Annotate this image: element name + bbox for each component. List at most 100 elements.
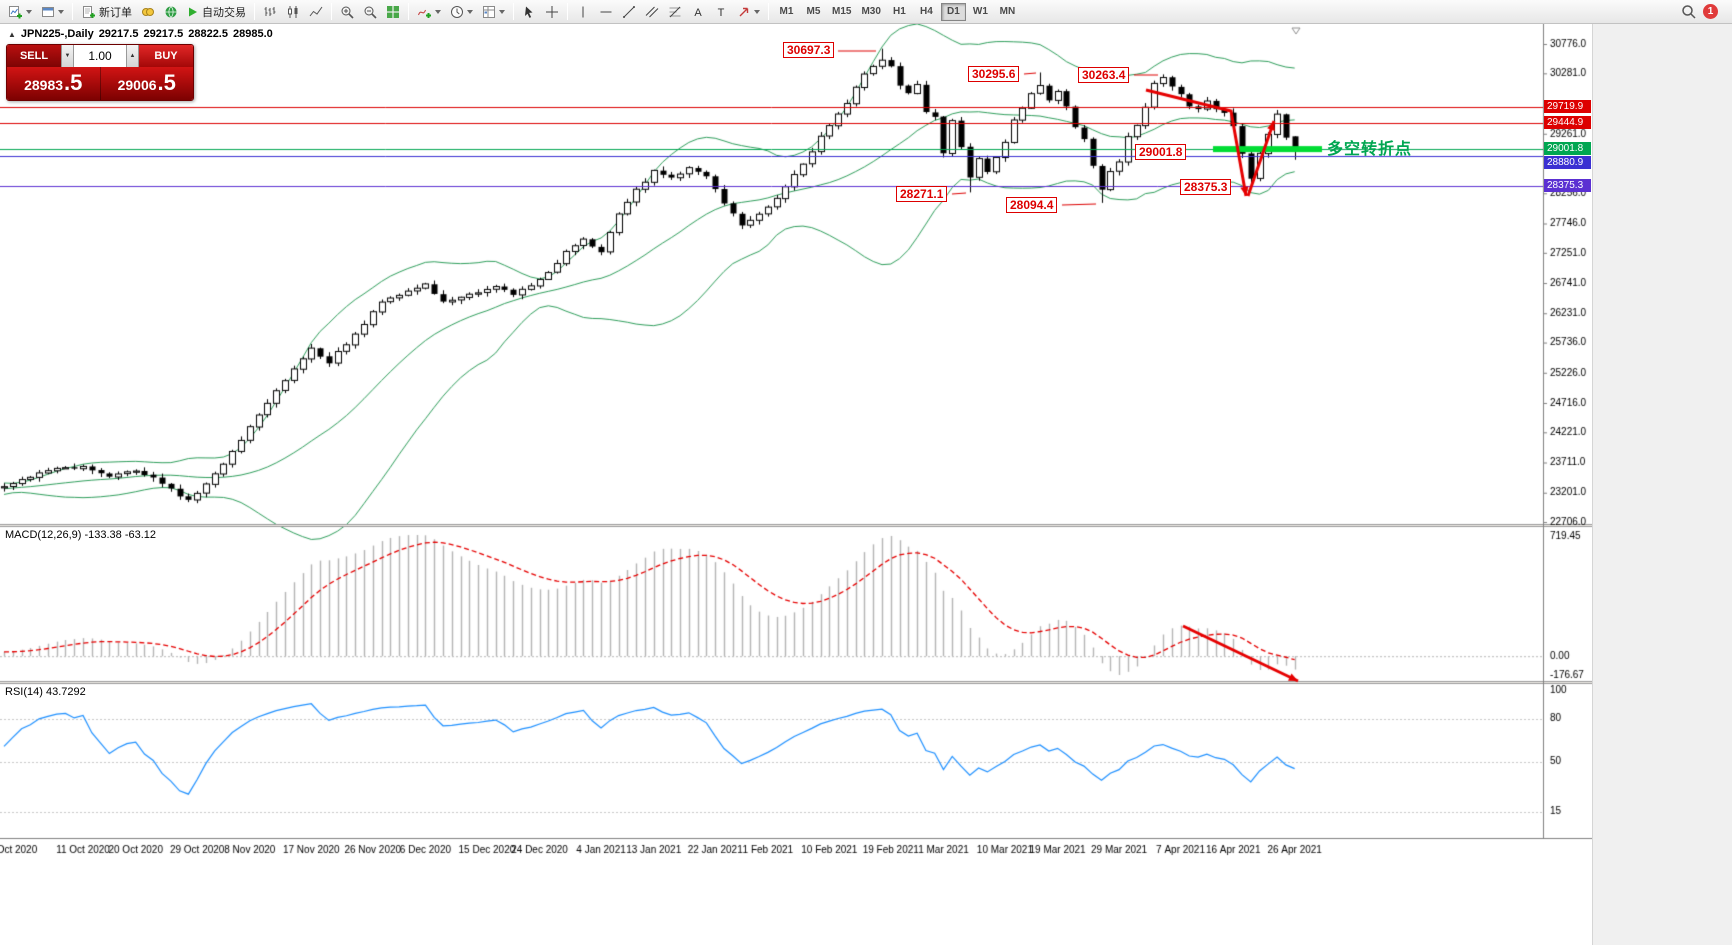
timeframe-mn[interactable]: MN bbox=[995, 3, 1020, 21]
channel-button[interactable] bbox=[641, 2, 663, 22]
trendline-icon bbox=[623, 5, 635, 18]
vertical-line-icon bbox=[582, 6, 584, 17]
vertical-line-button[interactable] bbox=[572, 2, 594, 22]
volume-input[interactable] bbox=[74, 45, 126, 67]
one-click-trading-panel: SELL ▼ ▲ BUY 28983.5 29006.5 bbox=[6, 44, 194, 101]
candlestick-chart-button[interactable] bbox=[282, 2, 304, 22]
svg-text:A: A bbox=[694, 7, 702, 19]
timeframe-m15[interactable]: M15 bbox=[828, 3, 855, 21]
timeframe-m1[interactable]: M1 bbox=[774, 3, 799, 21]
rsi-indicator-label: RSI(14) 43.7292 bbox=[5, 686, 86, 698]
price-callout[interactable]: 30295.6 bbox=[968, 66, 1020, 82]
axis-price-label: 28375.3 bbox=[1544, 179, 1591, 192]
axis-price-label: 29444.9 bbox=[1544, 116, 1591, 129]
sell-button[interactable]: SELL bbox=[7, 45, 61, 67]
price-callout[interactable]: 30263.4 bbox=[1078, 67, 1130, 83]
indicators-button[interactable] bbox=[413, 2, 445, 22]
timeframe-d1[interactable]: D1 bbox=[940, 2, 966, 21]
toolbar-separator bbox=[331, 3, 332, 20]
community-globe-icon bbox=[165, 5, 177, 18]
zoom-out-icon bbox=[364, 6, 377, 19]
toolbar-separator bbox=[567, 3, 568, 20]
text-label-button[interactable]: T bbox=[710, 2, 732, 22]
volume-down-button[interactable]: ▼ bbox=[61, 45, 74, 67]
dropdown-caret bbox=[754, 9, 760, 14]
axis-price-label: 29001.8 bbox=[1544, 142, 1591, 155]
price-callout[interactable]: 29001.8 bbox=[1135, 144, 1187, 160]
profiles-button[interactable] bbox=[37, 2, 68, 22]
community-button[interactable] bbox=[160, 2, 182, 22]
horizontal-line-button[interactable] bbox=[595, 2, 617, 22]
text-button[interactable]: A bbox=[687, 2, 709, 22]
new-chart-icon bbox=[9, 5, 22, 18]
toolbar-separator bbox=[513, 3, 514, 20]
new-chart-button[interactable] bbox=[4, 2, 36, 22]
volume-up-button[interactable]: ▲ bbox=[126, 45, 139, 67]
price-chart-canvas[interactable] bbox=[0, 24, 1592, 862]
timeframe-h1[interactable]: H1 bbox=[887, 3, 912, 21]
sell-price-main: 28983 bbox=[24, 77, 64, 93]
buy-price-decimal: .5 bbox=[157, 70, 176, 95]
timeframe-m30[interactable]: M30 bbox=[857, 3, 884, 21]
arrows-button[interactable] bbox=[733, 2, 764, 22]
fibonacci-button[interactable] bbox=[664, 2, 686, 22]
panel-collapse-arrow-icon[interactable]: ▲ bbox=[8, 29, 16, 39]
fibonacci-icon bbox=[669, 6, 681, 17]
cursor-button[interactable] bbox=[518, 2, 540, 22]
toolbar-separator bbox=[768, 3, 769, 20]
quote-open: 29217.5 bbox=[98, 28, 139, 40]
svg-text:T: T bbox=[718, 7, 725, 19]
text-label-icon: T bbox=[718, 7, 725, 19]
autotrading-play-icon bbox=[189, 7, 197, 16]
timeframe-w1[interactable]: W1 bbox=[968, 3, 993, 21]
timeframe-m5[interactable]: M5 bbox=[801, 3, 826, 21]
zoom-in-button[interactable] bbox=[336, 2, 358, 22]
trendline-button[interactable] bbox=[618, 2, 640, 22]
autotrading-button[interactable]: 自动交易 bbox=[183, 2, 250, 22]
dropdown-caret bbox=[499, 9, 505, 14]
right-empty-area bbox=[1592, 24, 1732, 945]
line-chart-button[interactable] bbox=[305, 2, 327, 22]
search-icon bbox=[1682, 5, 1696, 19]
tile-windows-button[interactable] bbox=[382, 2, 404, 22]
bar-chart-icon bbox=[264, 6, 276, 16]
periods-button[interactable] bbox=[446, 2, 477, 22]
dropdown-caret bbox=[435, 9, 441, 14]
new-order-button[interactable]: 新订单 bbox=[77, 2, 136, 22]
price-callout[interactable]: 28094.4 bbox=[1006, 197, 1058, 213]
turning-point-annotation[interactable]: 多空转折点 bbox=[1327, 141, 1413, 158]
crosshair-button[interactable] bbox=[541, 2, 563, 22]
notification-badge[interactable]: 1 bbox=[1703, 4, 1718, 19]
chart-quote-line: ▲ JPN225-,Daily 29217.5 29217.5 28822.5 … bbox=[8, 28, 273, 40]
templates-button[interactable] bbox=[478, 2, 509, 22]
text-icon: A bbox=[694, 7, 702, 19]
symbol-period-label: JPN225-,Daily bbox=[20, 28, 94, 40]
price-callout[interactable]: 28375.3 bbox=[1180, 179, 1232, 195]
dropdown-caret bbox=[26, 9, 32, 14]
autotrading-label: 自动交易 bbox=[202, 6, 246, 19]
timeframe-toolbar: M1 M5 M15 M30 H1 H4 D1 W1 MN bbox=[773, 2, 1021, 21]
toolbar-separator bbox=[72, 3, 73, 20]
axis-price-label: 29719.9 bbox=[1544, 100, 1591, 113]
dropdown-caret bbox=[467, 9, 473, 14]
line-chart-icon bbox=[309, 6, 323, 16]
quote-low: 28822.5 bbox=[188, 28, 228, 40]
zoom-out-button[interactable] bbox=[359, 2, 381, 22]
channel-icon bbox=[645, 6, 659, 17]
buy-price[interactable]: 29006.5 bbox=[99, 67, 194, 100]
buy-price-main: 29006 bbox=[117, 77, 157, 93]
buy-button[interactable]: BUY bbox=[139, 45, 193, 67]
search-button[interactable] bbox=[1677, 2, 1700, 22]
price-callout[interactable]: 30697.3 bbox=[783, 42, 835, 58]
timeframe-h4[interactable]: H4 bbox=[914, 3, 939, 21]
axis-price-label: 28880.9 bbox=[1544, 156, 1591, 169]
quote-close: 28985.0 bbox=[232, 28, 273, 40]
crosshair-icon bbox=[546, 5, 558, 18]
toolbar-separator bbox=[408, 3, 409, 20]
price-callout[interactable]: 28271.1 bbox=[896, 186, 948, 202]
periods-clock-icon bbox=[451, 5, 463, 18]
bar-chart-button[interactable] bbox=[259, 2, 281, 22]
funds-button[interactable] bbox=[137, 2, 159, 22]
sell-price[interactable]: 28983.5 bbox=[7, 67, 100, 100]
horizontal-line-icon bbox=[600, 11, 612, 12]
